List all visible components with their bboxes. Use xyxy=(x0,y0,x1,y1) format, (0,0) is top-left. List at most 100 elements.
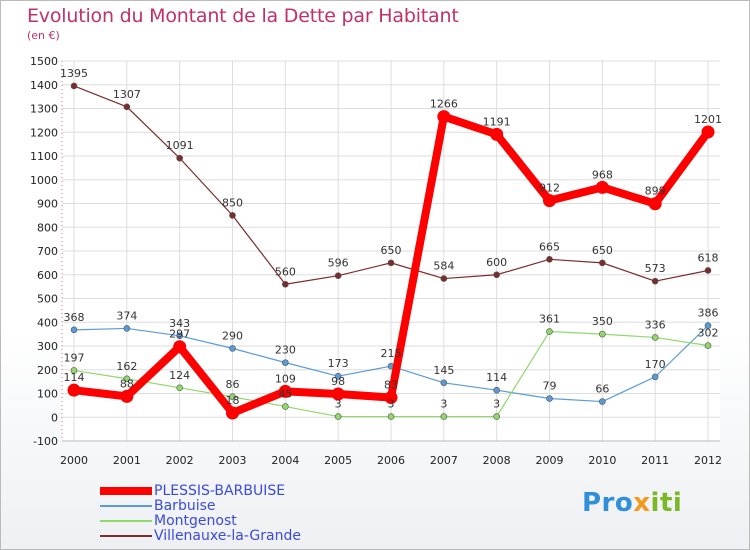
data-point xyxy=(490,127,504,141)
data-point xyxy=(599,398,606,405)
data-point xyxy=(226,406,239,420)
data-label: 170 xyxy=(645,358,666,371)
data-label: 124 xyxy=(169,369,190,382)
y-tick-label: 1300 xyxy=(30,103,58,116)
data-label: 899 xyxy=(645,185,666,198)
data-label: 86 xyxy=(226,378,240,391)
legend-swatch xyxy=(100,487,152,495)
chart-title: Evolution du Montant de la Dette par Hab… xyxy=(27,5,459,27)
data-label: 45 xyxy=(278,388,292,401)
data-label: 162 xyxy=(116,360,137,373)
data-label: 343 xyxy=(169,317,190,330)
data-point xyxy=(282,359,289,366)
data-label: 145 xyxy=(433,364,454,377)
data-point xyxy=(176,154,183,162)
data-point xyxy=(493,271,500,279)
data-point xyxy=(123,375,131,383)
data-label: 302 xyxy=(698,327,719,340)
data-label: 83 xyxy=(384,379,398,392)
data-point xyxy=(120,389,134,403)
data-point xyxy=(176,332,183,340)
data-label: 79 xyxy=(543,379,557,392)
proxiti-logo: Proxiti xyxy=(582,488,683,518)
data-point xyxy=(123,103,131,111)
x-tick-label: 2005 xyxy=(324,454,352,467)
x-tick-label: 2000 xyxy=(60,454,88,467)
data-label: 230 xyxy=(275,344,296,357)
data-point xyxy=(387,413,395,420)
legend-swatch xyxy=(100,535,152,537)
data-point xyxy=(595,180,609,194)
data-label: 618 xyxy=(698,251,719,264)
data-label: 584 xyxy=(433,260,454,273)
data-point xyxy=(599,330,606,338)
data-label: 374 xyxy=(116,309,137,322)
data-point xyxy=(176,384,183,392)
data-label: 18 xyxy=(226,394,240,407)
data-label: 1201 xyxy=(694,113,722,126)
x-tick-label: 2004 xyxy=(271,454,299,467)
y-tick-label: 100 xyxy=(37,388,58,401)
data-label: 109 xyxy=(275,372,296,385)
data-point xyxy=(648,197,662,211)
data-point xyxy=(651,277,659,285)
data-label: 573 xyxy=(645,262,666,275)
data-label: 114 xyxy=(486,371,507,384)
y-tick-label: 1500 xyxy=(30,55,58,68)
data-label: 361 xyxy=(539,313,560,326)
data-point xyxy=(387,259,395,267)
y-tick-label: 1200 xyxy=(30,126,58,139)
x-tick-label: 2002 xyxy=(166,454,194,467)
data-label: 297 xyxy=(169,328,190,341)
legend-swatch xyxy=(100,520,152,522)
data-label: 560 xyxy=(275,265,296,278)
x-tick-label: 2008 xyxy=(483,454,511,467)
y-tick-label: 500 xyxy=(37,293,58,306)
data-point xyxy=(701,125,715,139)
data-point xyxy=(70,367,78,374)
data-point xyxy=(173,340,187,354)
data-label: 665 xyxy=(539,240,560,253)
data-point xyxy=(67,383,81,397)
y-tick-label: 800 xyxy=(37,221,58,234)
data-point xyxy=(440,413,448,420)
data-label: 600 xyxy=(486,256,507,269)
data-label: 3 xyxy=(440,398,447,411)
x-tick-label: 2003 xyxy=(219,454,247,467)
data-point xyxy=(334,272,342,280)
legend-swatch xyxy=(100,505,152,507)
data-point xyxy=(70,82,78,90)
y-tick-label: 900 xyxy=(37,198,58,211)
legend-label: PLESSIS-BARBUISE xyxy=(154,483,286,499)
data-label: 3 xyxy=(335,398,342,411)
x-tick-label: 2001 xyxy=(113,454,141,467)
data-label: 368 xyxy=(64,311,85,324)
data-point xyxy=(384,391,398,405)
y-tick-label: 200 xyxy=(37,364,58,377)
data-point xyxy=(334,372,342,380)
data-label: 98 xyxy=(331,375,345,388)
data-label: 850 xyxy=(222,196,243,209)
data-label: 596 xyxy=(328,257,349,270)
data-point xyxy=(493,413,500,420)
data-point xyxy=(229,212,236,219)
y-tick-label: 1400 xyxy=(30,79,58,92)
data-label: 650 xyxy=(592,244,613,257)
data-label: 968 xyxy=(592,168,613,181)
data-point xyxy=(546,256,553,263)
data-point xyxy=(493,386,500,394)
legend-label: Barbuise xyxy=(154,498,216,514)
data-label: 3 xyxy=(493,398,500,411)
data-point xyxy=(704,267,712,274)
data-point xyxy=(229,393,236,401)
data-label: 88 xyxy=(120,377,134,390)
data-point xyxy=(599,259,606,267)
data-label: 650 xyxy=(381,244,402,257)
x-tick-label: 2009 xyxy=(536,454,564,467)
data-point xyxy=(334,413,342,420)
data-label: 3 xyxy=(388,398,395,411)
legend-label: Villenauxe-la-Grande xyxy=(154,528,301,544)
data-label: 215 xyxy=(381,347,402,360)
data-label: 1395 xyxy=(60,67,88,80)
